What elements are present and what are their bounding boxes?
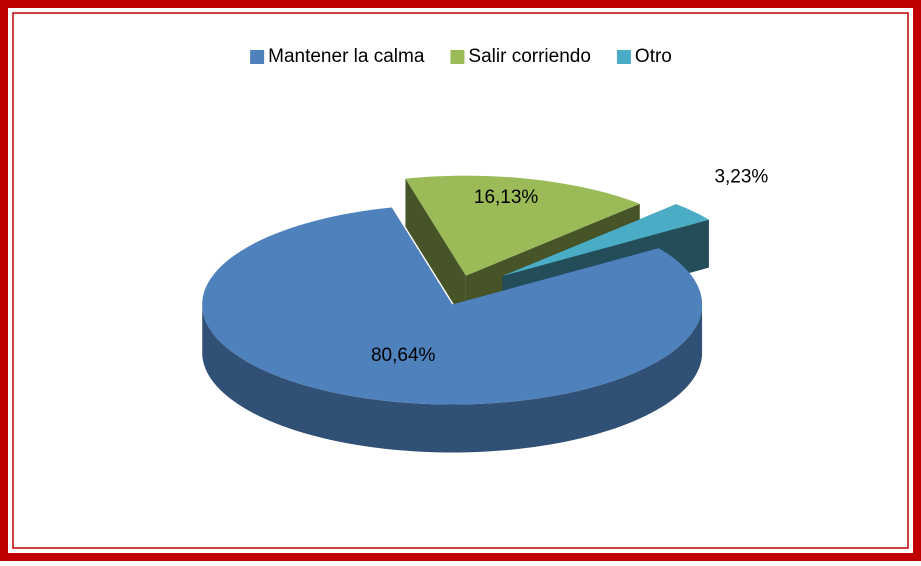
legend-swatch bbox=[616, 50, 631, 64]
pie-slice bbox=[202, 207, 703, 405]
data-label: 16,13% bbox=[474, 187, 539, 208]
inner-frame bbox=[12, 12, 909, 549]
slice-wall bbox=[202, 307, 703, 453]
legend: Mantener la calma Salir corriendo Otro bbox=[250, 46, 672, 67]
legend-item: Mantener la calma bbox=[250, 46, 425, 67]
legend-item: Otro bbox=[616, 46, 672, 67]
legend-swatch bbox=[250, 50, 265, 64]
pie-slice bbox=[502, 204, 709, 277]
legend-label: Mantener la calma bbox=[268, 46, 425, 67]
legend-swatch bbox=[450, 50, 465, 64]
data-label: 3,23% bbox=[714, 167, 768, 188]
legend-label: Salir corriendo bbox=[468, 46, 591, 67]
legend-item: Salir corriendo bbox=[450, 46, 591, 67]
legend-label: Otro bbox=[635, 46, 672, 67]
data-label: 80,64% bbox=[371, 345, 436, 366]
pie-slice bbox=[405, 175, 640, 276]
pie: 80,64% 16,13% 3,23% bbox=[202, 167, 768, 453]
slice-side bbox=[405, 178, 466, 324]
